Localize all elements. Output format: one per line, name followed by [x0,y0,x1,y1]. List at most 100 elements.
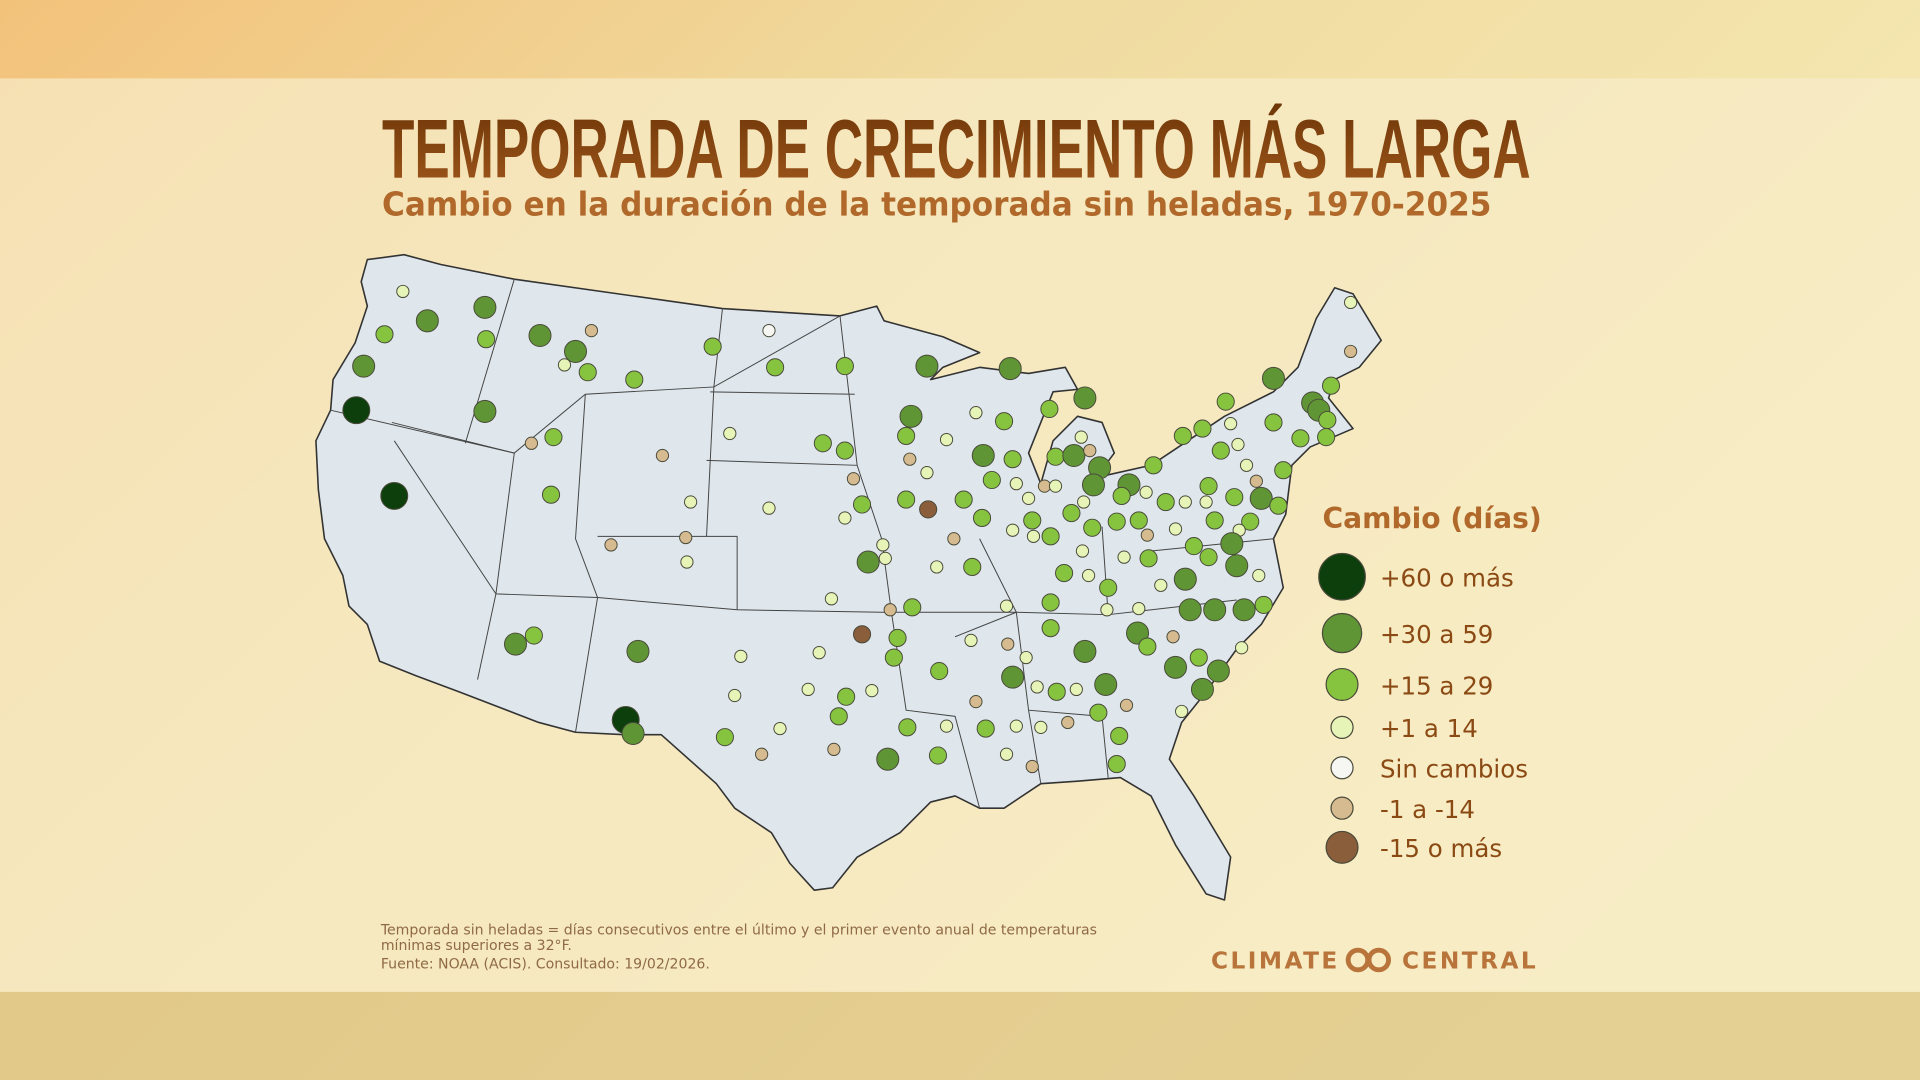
station-dot [939,432,954,447]
station-dot [734,649,748,663]
legend-label: Sin cambios [1380,755,1528,784]
station-dot [1061,715,1075,730]
station-dot [762,324,776,338]
legend-title: Cambio (días) [1322,502,1541,535]
station-dot [969,695,983,709]
station-dot [999,599,1014,613]
station-dot [998,357,1022,381]
station-dot [604,538,618,552]
source: Fuente: NOAA (ACIS). Consultado: 19/02/2… [381,957,710,973]
station-dot [999,747,1014,761]
station-dot [524,626,543,645]
station-dot [1021,491,1036,505]
station-dot [837,687,856,706]
station-dot [969,406,983,420]
station-dot [1225,554,1249,578]
station-dot [541,485,561,504]
station-dot [852,625,872,644]
station-dot [1132,601,1146,616]
station-dot [396,284,410,299]
station-dot [1047,682,1066,701]
station-dot [1178,495,1192,509]
station-dot [919,500,938,519]
station-dot [1199,548,1218,567]
station-dot [1254,595,1273,614]
station-dot [1041,527,1060,546]
station-dot [1117,550,1131,564]
station-dot [1077,495,1091,509]
legend-swatch [1330,756,1354,780]
station-dot [473,399,497,423]
legend-label: -15 o más [1380,834,1502,863]
station-dot [884,648,903,667]
station-dot [928,746,948,765]
station-dot [1231,437,1245,452]
station-dot [1239,458,1254,472]
bottom-band [0,991,1920,1080]
station-dot [1089,703,1108,722]
station-dot [1189,648,1208,667]
legend-label: -1 a -14 [1380,795,1475,824]
station-dot [1291,429,1310,448]
station-dot [1344,344,1358,359]
legend-swatch [1321,612,1363,654]
station-dot [835,441,854,460]
station-dot [1211,441,1230,460]
station-dot [897,426,916,445]
station-dot [1083,444,1097,458]
footnote: mínimas superiores a 32°F. [381,938,572,954]
station-dot [1344,295,1358,310]
station-dot [1249,474,1263,488]
station-dot [1140,528,1154,542]
legend-swatch [1330,796,1354,820]
station-dot [626,639,650,663]
station-dot [1030,680,1044,694]
station-dot [920,466,934,480]
station-dot [1205,511,1224,530]
station-dot [963,557,982,576]
station-dot [723,426,737,441]
station-dot [415,309,439,333]
station-dot [621,721,645,745]
station-dot [846,472,861,486]
station-dot [1199,495,1213,509]
station-dot [827,742,841,756]
station-dot [813,434,832,453]
legend-swatch [1330,715,1354,739]
station-dot [1081,473,1105,497]
title: TEMPORADA DE CRECIMIENTO MÁS LARGA [382,103,1531,196]
station-dot [679,530,693,545]
station-dot [766,358,785,377]
station-dot [715,728,734,747]
station-dot [1154,578,1168,592]
station-dot [1075,544,1090,558]
station-dot [1144,456,1163,475]
station-dot [1156,492,1175,512]
station-dot [544,428,563,447]
station-dot [655,448,670,463]
station-dot [584,324,599,338]
station-dot [982,470,1001,490]
station-dots [342,284,1358,774]
station-dot [1252,568,1266,583]
state-borders [330,279,1274,809]
station-dot [801,682,815,696]
station-dot [1048,479,1063,493]
station-dot [1138,637,1157,656]
station-dot [1009,477,1023,491]
station-dot [1232,598,1256,622]
station-dot [852,495,872,514]
station-dot [352,354,376,378]
station-dot [930,560,944,574]
station-dot [1220,532,1244,556]
legend-label: +15 a 29 [1380,671,1493,700]
station-dot [1264,413,1283,432]
station-dot [876,538,890,552]
station-dot [557,358,572,372]
station-dot [684,495,698,509]
station-dot [1317,428,1336,447]
station-dot [824,592,839,606]
station-dot [1099,578,1118,597]
station-dot [703,337,722,356]
